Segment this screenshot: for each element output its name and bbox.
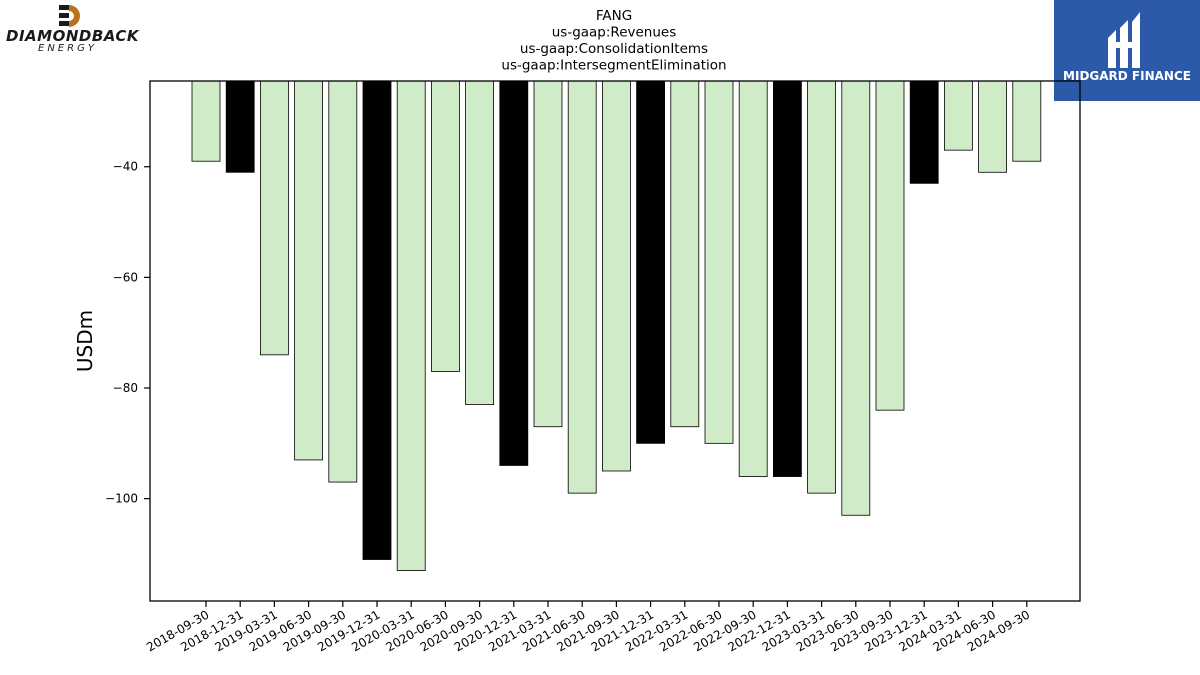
diamondback-emblem-icon	[59, 5, 80, 27]
midgard-finance-logo: MIDGARD FINANCE	[1054, 0, 1200, 101]
chart-title-line: us-gaap:IntersegmentElimination	[501, 58, 726, 74]
bar	[499, 80, 529, 466]
midgard-brand-text: MIDGARD FINANCE	[1063, 69, 1191, 83]
bar	[191, 80, 221, 162]
y-axis-label: USDm	[73, 310, 97, 372]
bar	[602, 80, 631, 472]
bars-group	[191, 80, 1042, 571]
bar	[636, 80, 665, 444]
bar	[533, 80, 563, 428]
chart-title: FANGus-gaap:Revenuesus-gaap:Consolidatio…	[501, 8, 726, 74]
bar	[259, 80, 289, 356]
bar	[465, 80, 495, 406]
bar	[225, 80, 255, 173]
bar	[773, 80, 802, 477]
chart-title-line: FANG	[596, 8, 632, 24]
chart-title-line: us-gaap:ConsolidationItems	[520, 41, 708, 57]
bar	[430, 80, 460, 372]
bar	[670, 80, 700, 428]
y-axis: −40 −60 −80 −100	[105, 160, 150, 506]
y-tick-label: −60	[113, 270, 138, 284]
diamondback-logo: DIAMONDBACK ENERGY	[0, 0, 150, 60]
y-tick-label: −100	[105, 492, 138, 506]
plot-frame	[149, 80, 1081, 602]
bar	[841, 80, 871, 516]
midgard-emblem-icon	[1108, 12, 1140, 68]
bar	[328, 80, 358, 483]
bar	[978, 80, 1007, 173]
bar	[362, 80, 392, 560]
chart-title-line: us-gaap:Revenues	[552, 25, 677, 41]
diamondback-brand-text: DIAMONDBACK	[6, 27, 140, 45]
y-tick-label: −40	[113, 160, 138, 174]
bar	[909, 80, 939, 184]
y-tick-label: −80	[113, 381, 138, 395]
bar	[1012, 80, 1042, 162]
bar	[807, 80, 836, 494]
bar	[704, 80, 734, 444]
diamondback-sub-text: ENERGY	[38, 43, 97, 54]
bar	[944, 80, 973, 151]
bar	[738, 80, 768, 477]
bar	[875, 80, 905, 411]
x-axis: 2018-09-302018-12-312019-03-312019-06-30…	[144, 601, 1032, 654]
bar	[294, 80, 324, 461]
bar	[567, 80, 597, 494]
bar	[396, 80, 426, 571]
